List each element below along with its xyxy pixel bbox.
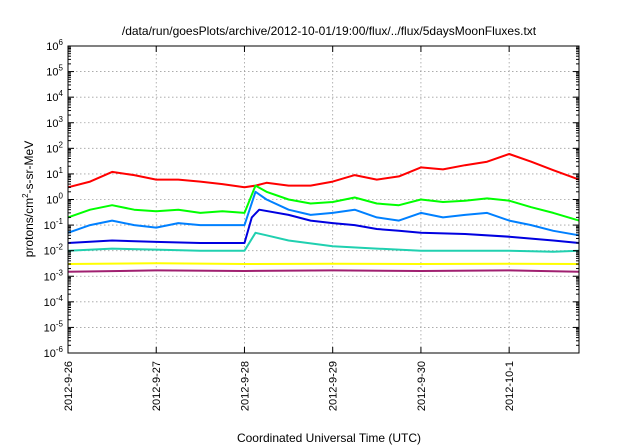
x-tick-label: 2012-10-1 — [504, 361, 516, 411]
y-axis: 10-6 10-5 10-4 10-3 10-2 10-1 100 101 102 103 104 1… — [44, 38, 579, 360]
y-tick-label: 10-1 — [44, 217, 64, 232]
series-line-6 — [67, 262, 580, 265]
series-line-1 — [67, 153, 580, 189]
x-axis-label: Coordinated Universal Time (UTC) — [237, 431, 421, 445]
y-tick-label: 106 — [46, 38, 63, 53]
series-line-4 — [67, 208, 580, 244]
series-line-7 — [67, 269, 580, 273]
y-tick-label: 100 — [46, 192, 63, 207]
y-tick-label: 102 — [46, 140, 63, 155]
series-layer — [67, 153, 580, 273]
x-tick-label: 2012-9-29 — [328, 361, 340, 411]
x-tick-label: 2012-9-27 — [151, 361, 163, 411]
series-line-3 — [67, 190, 580, 237]
series-line-5 — [67, 231, 580, 253]
x-tick-label: 2012-9-28 — [239, 361, 251, 411]
y-tick-label: 101 — [46, 166, 63, 181]
x-tick-label: 2012-9-30 — [416, 361, 428, 411]
y-tick-label: 10-6 — [44, 345, 64, 360]
grid — [67, 46, 579, 353]
y-tick-label: 10-5 — [44, 319, 64, 334]
y-tick-label: 103 — [46, 115, 63, 130]
y-axis-label: protons/cm2-s-sr-MeV — [21, 141, 36, 257]
y-tick-label: 104 — [46, 89, 63, 104]
y-tick-label: 10-4 — [44, 294, 64, 309]
y-tick-label: 105 — [46, 64, 63, 79]
y-tick-label: 10-2 — [44, 243, 64, 258]
chart-title: /data/run/goesPlots/archive/2012-10-01/1… — [122, 24, 537, 38]
y-tick-label: 10-3 — [44, 268, 64, 283]
x-axis: 2012-9-26 2012-9-27 2012-9-28 2012-9-29 2012… — [63, 46, 516, 411]
x-tick-label: 2012-9-26 — [63, 361, 75, 411]
series-line-2 — [67, 184, 580, 222]
